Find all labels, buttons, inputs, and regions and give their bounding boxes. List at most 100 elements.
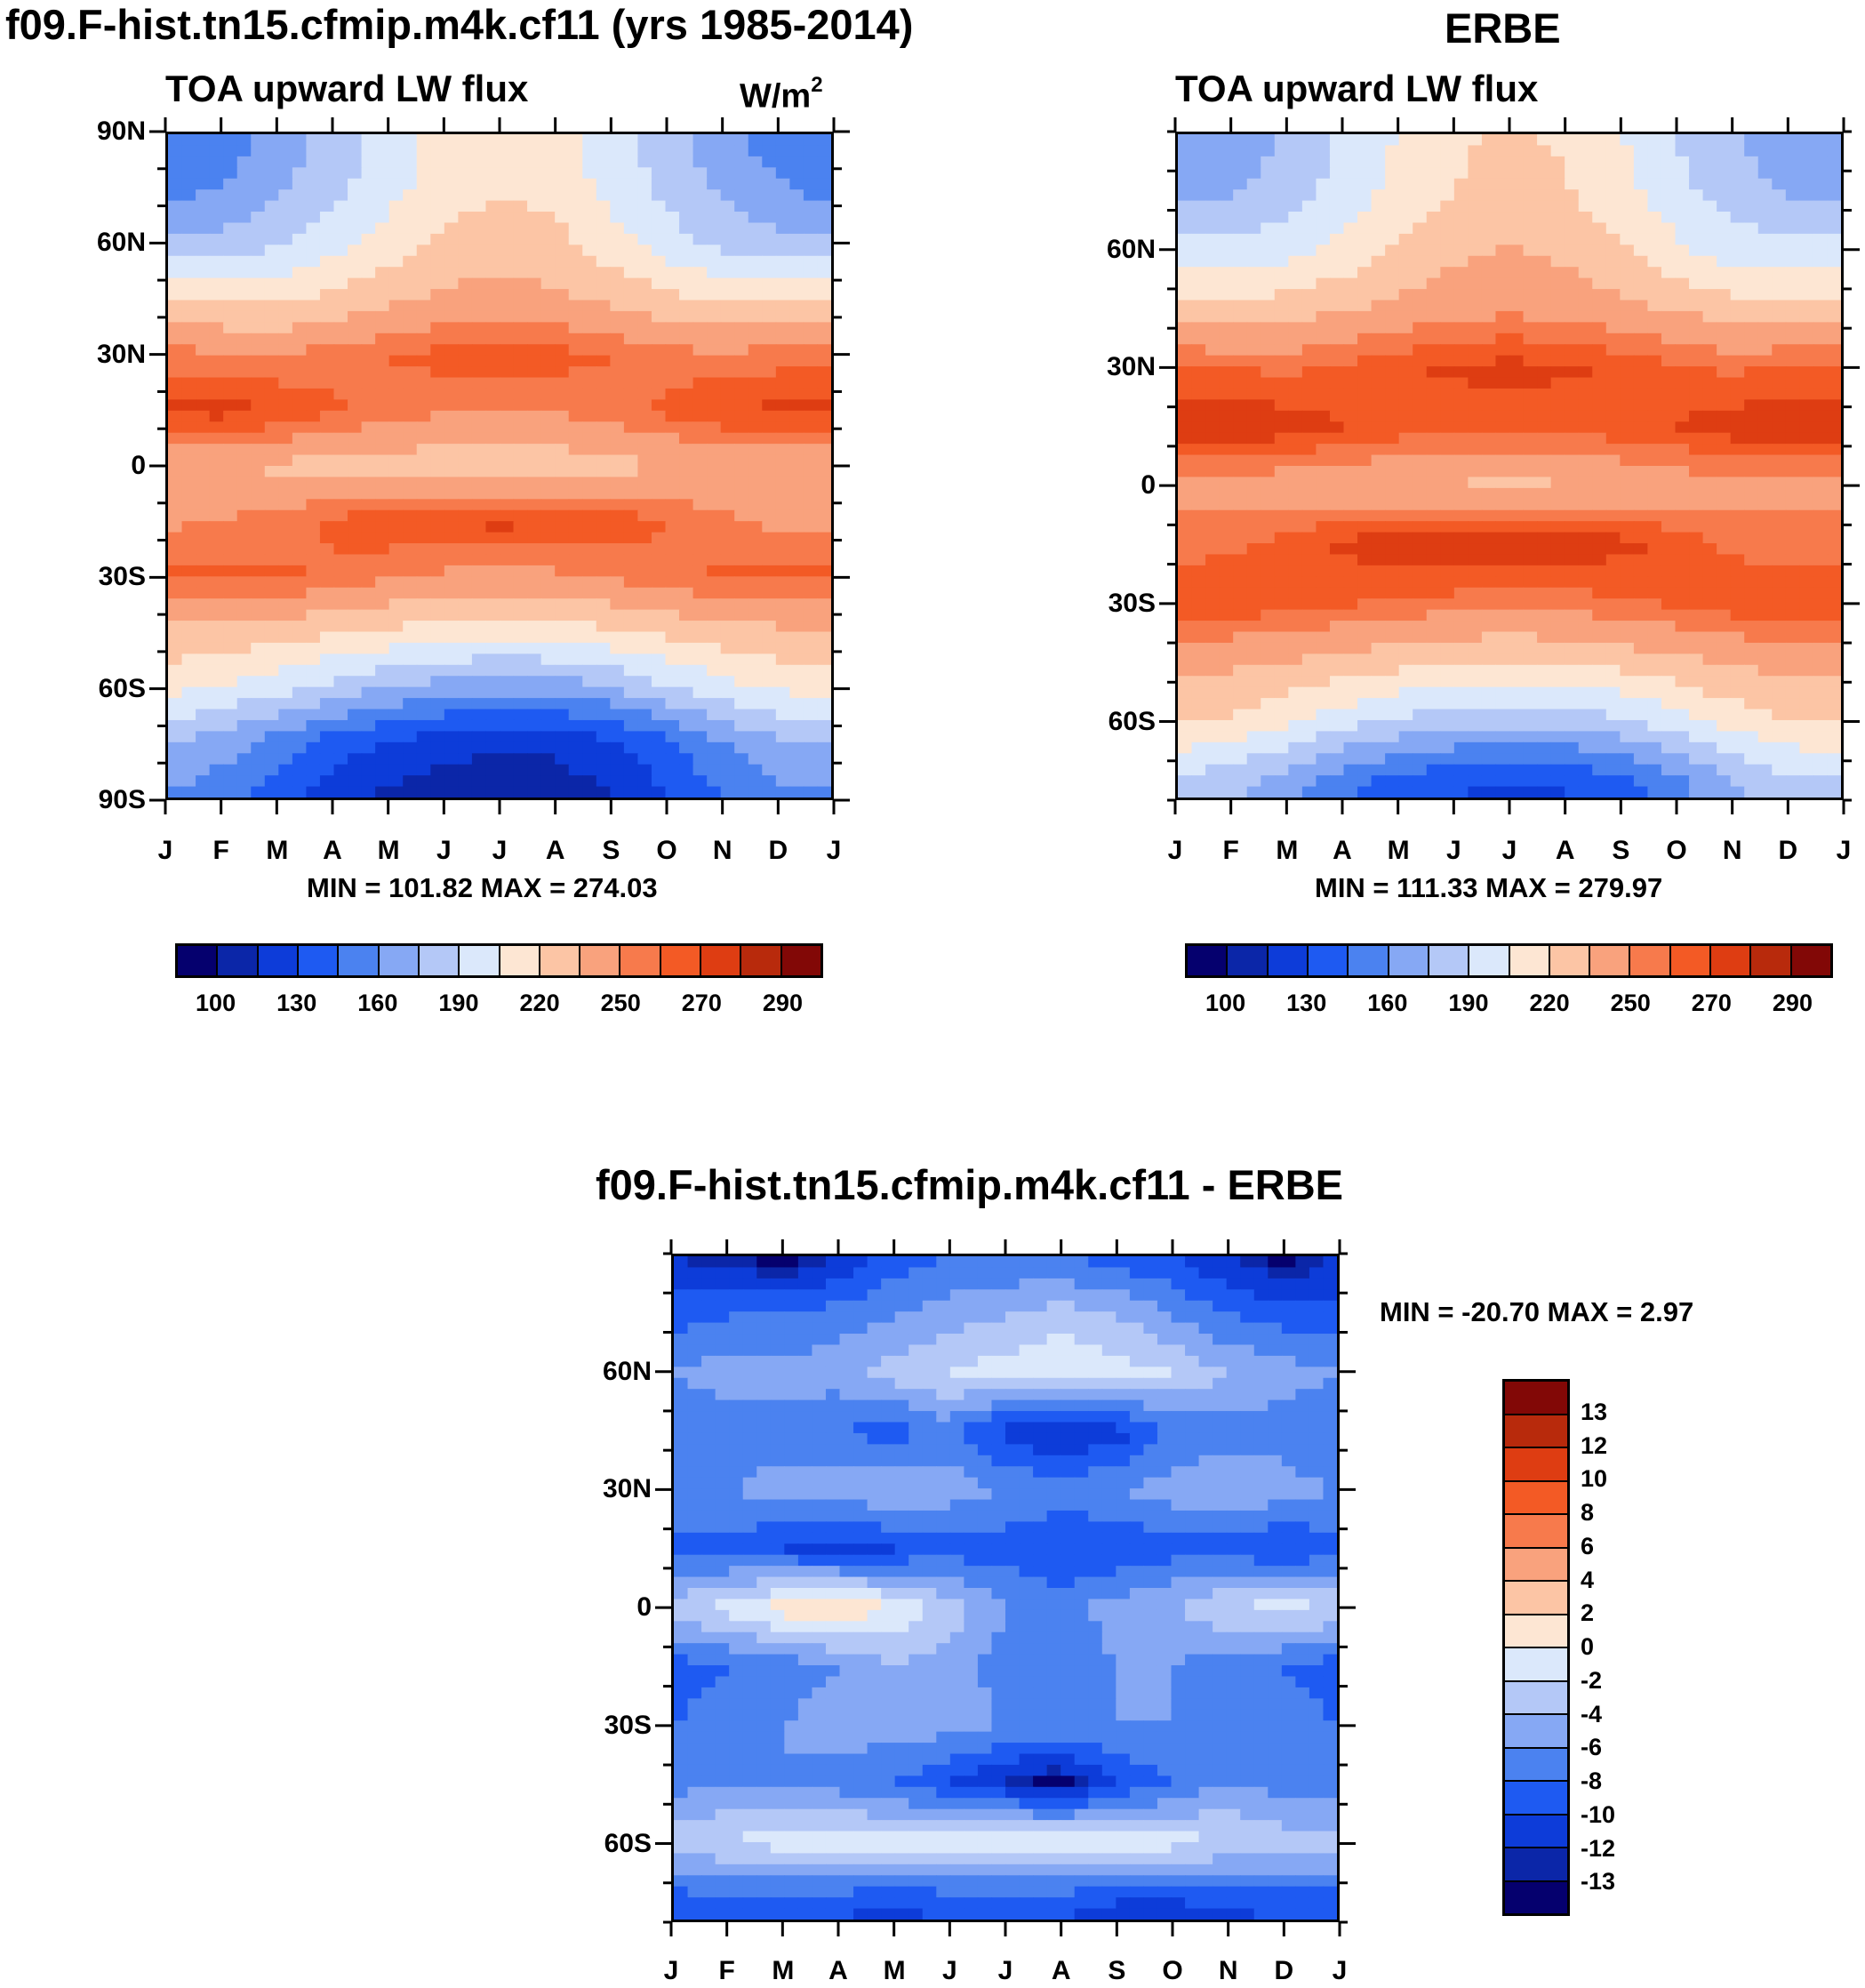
heat-cell — [1219, 487, 1234, 500]
heat-cell — [223, 212, 238, 224]
heat-cell — [1785, 178, 1800, 190]
heat-cell — [1426, 487, 1441, 500]
heat-cell — [679, 399, 694, 412]
heat-cell — [623, 399, 639, 412]
heat-cell — [610, 300, 625, 312]
heat-cell — [582, 587, 597, 599]
heat-cell — [388, 333, 404, 345]
heat-cell — [789, 543, 804, 556]
heat-cell — [610, 719, 625, 732]
heat-cell — [610, 421, 625, 434]
heat-cell — [775, 532, 790, 544]
heat-cell — [1523, 145, 1538, 157]
heat-cell — [1357, 277, 1373, 290]
heat-cell — [403, 421, 418, 434]
heat-cell — [264, 145, 279, 157]
heat-cell — [1565, 333, 1580, 345]
heat-cell — [209, 719, 224, 732]
heat-cell — [540, 432, 556, 445]
heat-cell — [1565, 355, 1580, 367]
heat-cell — [236, 598, 252, 611]
heat-cell — [1689, 466, 1704, 478]
heat-cell — [568, 554, 583, 566]
heat-cell — [637, 322, 652, 334]
heat-cell — [789, 200, 804, 212]
heat-cell — [1592, 267, 1607, 279]
heat-cell — [278, 377, 293, 389]
heat-cell — [1523, 554, 1538, 566]
heat-cell — [223, 454, 238, 467]
heat-cell — [1301, 222, 1317, 235]
heat-cell — [236, 156, 252, 168]
heat-cell — [527, 565, 542, 577]
heat-cell — [1288, 189, 1303, 202]
heat-cell — [348, 156, 363, 168]
heat-cell — [1385, 222, 1400, 235]
heat-cell — [1357, 267, 1373, 279]
heat-cell — [734, 565, 749, 577]
heat-cell — [665, 388, 680, 400]
heat-cell — [720, 477, 735, 489]
heat-cell — [1730, 487, 1745, 500]
heat-cell — [748, 388, 763, 400]
heat-cell — [416, 664, 431, 677]
heat-cell — [1205, 388, 1221, 400]
heat-cell — [292, 421, 308, 434]
heat-cell — [1495, 421, 1510, 434]
heat-cell — [1592, 499, 1607, 511]
heat-cell — [1205, 509, 1221, 522]
heat-cell — [485, 410, 500, 422]
heat-cell — [278, 587, 293, 599]
heat-cell — [1633, 134, 1649, 147]
heat-cell — [444, 310, 459, 323]
heat-cell — [485, 642, 500, 654]
heat-cell — [527, 167, 542, 180]
heat-cell — [651, 421, 667, 434]
heat-cell — [734, 277, 749, 290]
heat-cell — [1495, 212, 1510, 224]
heat-cell — [817, 200, 831, 212]
heat-cell — [471, 487, 487, 500]
heat-cell — [168, 709, 183, 721]
heat-cell — [1757, 432, 1773, 445]
heat-cell — [348, 233, 363, 245]
heat-cell — [403, 598, 418, 611]
heat-cell — [637, 521, 652, 533]
heat-cell — [375, 466, 390, 478]
heat-cell — [348, 388, 363, 400]
heat-cell — [1233, 277, 1248, 290]
heat-cell — [748, 145, 763, 157]
heat-cell — [623, 598, 639, 611]
heat-cell — [679, 310, 694, 323]
heat-cell — [748, 499, 763, 511]
heat-cell — [251, 642, 266, 654]
heat-cell — [637, 477, 652, 489]
heat-cell — [388, 244, 404, 257]
heat-cell — [1191, 189, 1206, 202]
heat-cell — [471, 289, 487, 301]
heat-cell — [1675, 156, 1690, 168]
heat-cell — [1398, 509, 1413, 522]
heat-cell — [1371, 267, 1386, 279]
heat-cell — [348, 322, 363, 334]
heat-cell — [527, 487, 542, 500]
heat-cell — [348, 178, 363, 190]
heat-cell — [306, 609, 321, 621]
heat-cell — [458, 454, 473, 467]
heat-cell — [1799, 366, 1814, 379]
heat-cell — [251, 156, 266, 168]
heat-cell — [1205, 554, 1221, 566]
heat-cell — [1481, 444, 1497, 456]
heat-cell — [319, 444, 335, 456]
heat-cell — [1453, 267, 1469, 279]
heat-cell — [458, 719, 473, 732]
heat-cell — [637, 366, 652, 379]
heat-cell — [568, 543, 583, 556]
heat-cell — [1398, 532, 1413, 544]
heat-cell — [430, 310, 445, 323]
heat-cell — [555, 277, 570, 290]
heat-cell — [1730, 366, 1745, 379]
heat-cell — [1647, 388, 1662, 400]
heat-cell — [1246, 444, 1261, 456]
heat-cell — [1744, 255, 1759, 268]
